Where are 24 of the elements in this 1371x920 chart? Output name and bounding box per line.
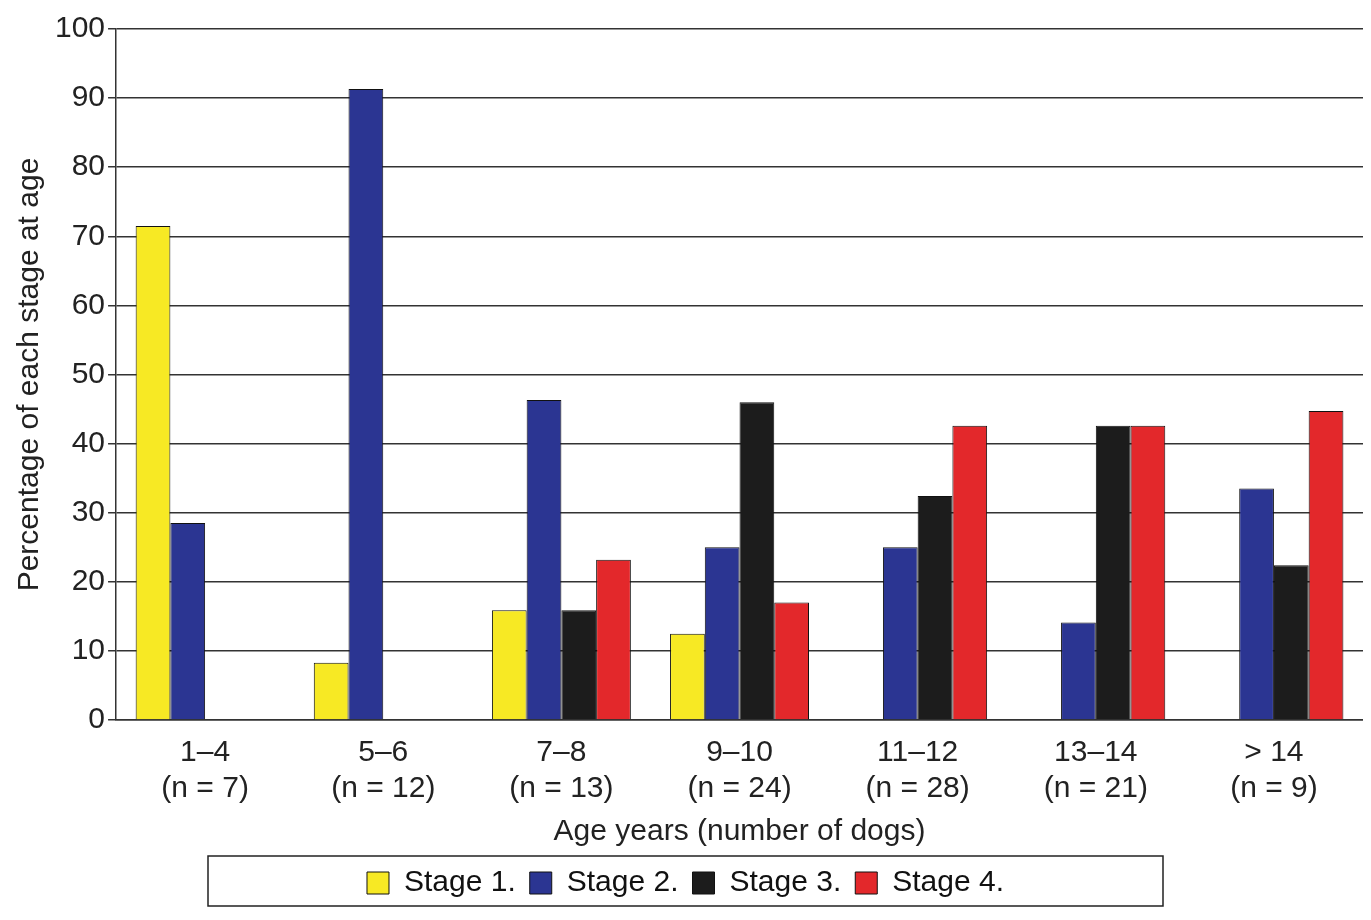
x-tick-label: 9–10 (n = 24) bbox=[687, 734, 792, 804]
y-tick-label: 40 bbox=[71, 424, 106, 458]
y-tick-label: 70 bbox=[71, 217, 106, 251]
y-axis-title: Percentage of each stage at age bbox=[11, 157, 45, 592]
x-tick-label: 7–8 (n = 13) bbox=[509, 734, 614, 804]
x-tick-label: 1–4 (n = 7) bbox=[161, 734, 249, 804]
x-axis-title: Age years (number of dogs) bbox=[553, 813, 926, 847]
y-tick-label: 100 bbox=[54, 10, 106, 44]
y-tick-label: 60 bbox=[71, 286, 106, 320]
y-tick-label: 30 bbox=[71, 493, 106, 527]
legend-label: Stage 1. bbox=[403, 864, 516, 898]
y-tick-label: 20 bbox=[71, 563, 106, 597]
y-tick-label: 50 bbox=[71, 355, 106, 389]
y-tick-label: 80 bbox=[71, 148, 106, 182]
y-tick-label: 0 bbox=[88, 701, 106, 735]
x-tick-label: 11–12 (n = 28) bbox=[865, 734, 970, 804]
legend-label: Stage 2. bbox=[566, 864, 679, 898]
x-tick-label: > 14 (n = 9) bbox=[1230, 734, 1318, 804]
x-tick-label: 13–14 (n = 21) bbox=[1043, 734, 1148, 804]
x-tick-label: 5–6 (n = 12) bbox=[331, 734, 436, 804]
y-tick-label: 90 bbox=[71, 79, 106, 113]
legend-label: Stage 4. bbox=[892, 864, 1005, 898]
legend-label: Stage 3. bbox=[729, 864, 842, 898]
y-tick-label: 10 bbox=[71, 632, 106, 666]
